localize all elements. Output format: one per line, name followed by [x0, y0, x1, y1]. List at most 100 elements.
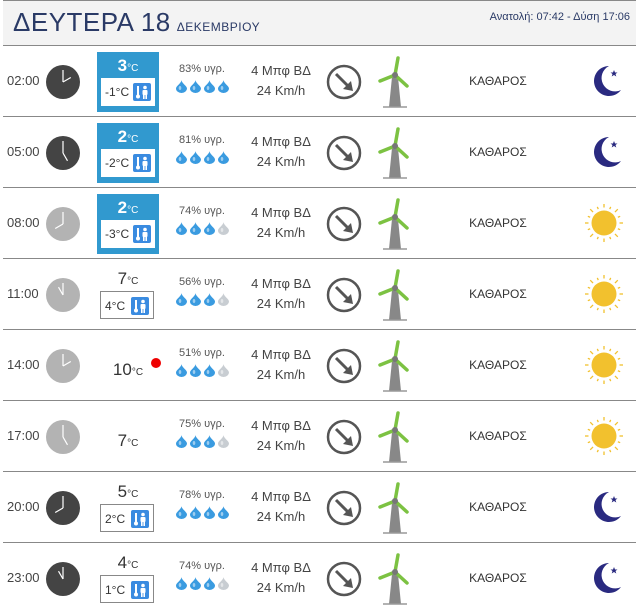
humidity-drops	[171, 293, 233, 306]
humidity-drop-icon	[189, 293, 201, 306]
wind-beaufort: 4 Μπφ ΒΔ	[251, 205, 311, 220]
humidity-drop-icon	[175, 222, 187, 235]
wind: 4 Μπφ ΒΔ 24 Km/h	[241, 345, 321, 385]
temperature-box: 2°C -3°C	[97, 194, 159, 254]
humidity-drop-icon	[189, 506, 201, 519]
feels-like: 1°C	[100, 575, 154, 603]
temperature-box: 7°C 4°C	[97, 265, 159, 325]
wind-beaufort: 4 Μπφ ΒΔ	[251, 276, 311, 291]
feels-like: -1°C	[101, 78, 155, 106]
wind: 4 Μπφ ΒΔ 24 Km/h	[241, 416, 321, 456]
temperature: 2°C	[117, 198, 139, 217]
wind-direction-arrow-icon	[326, 490, 362, 531]
humidity-value: 74% υγρ.	[179, 560, 225, 572]
condition-label: ΚΑΘΑΡΟΣ	[469, 500, 527, 514]
wind-direction-arrow-icon	[326, 64, 362, 105]
humidity-drop-icon	[203, 435, 215, 448]
feels-like-person-icon	[131, 581, 149, 604]
wind-beaufort: 4 Μπφ ΒΔ	[251, 418, 311, 433]
humidity-drop-icon	[175, 364, 187, 377]
hour-label: 02:00	[7, 73, 40, 88]
wind-beaufort: 4 Μπφ ΒΔ	[251, 347, 311, 362]
hour-label: 14:00	[7, 357, 40, 372]
humidity-value: 81% υγρ.	[179, 134, 225, 146]
wind: 4 Μπφ ΒΔ 24 Km/h	[241, 274, 321, 314]
forecast-row: 14:00 10°C 51% υγρ. 4 Μπφ ΒΔ 24 Km/h ΚΑΘΑ…	[3, 330, 636, 401]
wind-beaufort: 4 Μπφ ΒΔ	[251, 63, 311, 78]
humidity-value: 56% υγρ.	[179, 276, 225, 288]
wind-beaufort: 4 Μπφ ΒΔ	[251, 134, 311, 149]
humidity-drop-icon	[217, 506, 229, 519]
condition-label: ΚΑΘΑΡΟΣ	[469, 429, 527, 443]
humidity-value: 74% υγρ.	[179, 205, 225, 217]
hour-label: 08:00	[7, 215, 40, 230]
humidity-drop-icon	[203, 364, 215, 377]
feels-like-person-icon	[131, 297, 149, 320]
hour-label: 05:00	[7, 144, 40, 159]
max-temp-marker	[151, 358, 161, 368]
clock-icon	[45, 490, 81, 531]
hour-label: 11:00	[7, 286, 39, 301]
wind-direction-arrow-icon	[326, 277, 362, 318]
humidity: 74% υγρ.	[171, 205, 233, 235]
humidity-drop-icon	[217, 293, 229, 306]
feels-like: -3°C	[101, 220, 155, 248]
feels-like-person-icon	[133, 83, 151, 106]
humidity-drop-icon	[189, 364, 201, 377]
humidity-drop-icon	[217, 151, 229, 164]
humidity-drop-icon	[175, 293, 187, 306]
humidity: 75% υγρ.	[171, 418, 233, 448]
wind-speed: 24 Km/h	[256, 296, 306, 311]
humidity-value: 78% υγρ.	[179, 489, 225, 501]
temperature-box: 2°C -2°C	[97, 123, 159, 183]
wind: 4 Μπφ ΒΔ 24 Km/h	[241, 132, 321, 172]
humidity-drop-icon	[203, 577, 215, 590]
humidity: 81% υγρ.	[171, 134, 233, 164]
humidity-value: 75% υγρ.	[179, 418, 225, 430]
wind-direction-arrow-icon	[326, 135, 362, 176]
wind-speed: 24 Km/h	[256, 83, 306, 98]
windmill-icon	[375, 268, 415, 329]
temperature: 2°C	[117, 127, 139, 146]
humidity-drop-icon	[175, 80, 187, 93]
humidity-drops	[171, 151, 233, 164]
forecast-row: 23:00 4°C 1°C 74% υγρ. 4 Μπφ ΒΔ 24 Km/h ΚΑ…	[3, 543, 636, 612]
sun-icon	[584, 416, 624, 460]
humidity-drop-icon	[189, 80, 201, 93]
hour-label: 20:00	[7, 499, 40, 514]
hour-label: 23:00	[7, 570, 40, 585]
clock-icon	[45, 206, 81, 247]
humidity-drop-icon	[203, 151, 215, 164]
wind-beaufort: 4 Μπφ ΒΔ	[251, 489, 311, 504]
day-title: ΔΕΥΤΕΡΑ 18 ΔΕΚΕΜΒΡΙΟΥ	[13, 7, 260, 38]
wind-speed: 24 Km/h	[256, 154, 306, 169]
humidity-value: 83% υγρ.	[179, 63, 225, 75]
moon-icon	[585, 559, 623, 602]
temperature-box: 4°C 1°C	[97, 549, 159, 609]
humidity-drop-icon	[203, 222, 215, 235]
wind: 4 Μπφ ΒΔ 24 Km/h	[241, 203, 321, 243]
day-header: ΔΕΥΤΕΡΑ 18 ΔΕΚΕΜΒΡΙΟΥ Ανατολή: 07:42 - Δύ…	[3, 0, 636, 46]
feels-like: 4°C	[100, 291, 154, 319]
wind-direction-arrow-icon	[326, 561, 362, 602]
feels-like-value: 1°C	[105, 583, 126, 597]
windmill-icon	[375, 197, 415, 258]
wind: 4 Μπφ ΒΔ 24 Km/h	[241, 487, 321, 527]
humidity-drops	[171, 222, 233, 235]
day-label: ΔΕΥΤΕΡΑ 18	[13, 7, 171, 37]
condition-label: ΚΑΘΑΡΟΣ	[469, 287, 527, 301]
sun-icon	[584, 274, 624, 318]
feels-like: 2°C	[100, 504, 154, 532]
sun-icon	[584, 203, 624, 247]
humidity: 78% υγρ.	[171, 489, 233, 519]
temperature: 3°C	[117, 56, 139, 75]
humidity: 83% υγρ.	[171, 63, 233, 93]
humidity-drop-icon	[189, 577, 201, 590]
feels-like-value: 4°C	[105, 299, 126, 313]
sun-icon	[584, 345, 624, 389]
temperature: 10°C	[112, 360, 144, 379]
wind-speed: 24 Km/h	[256, 438, 306, 453]
forecast-row: 17:00 7°C 75% υγρ. 4 Μπφ ΒΔ 24 Km/h ΚΑΘΑΡ…	[3, 401, 636, 472]
windmill-icon	[375, 339, 415, 400]
